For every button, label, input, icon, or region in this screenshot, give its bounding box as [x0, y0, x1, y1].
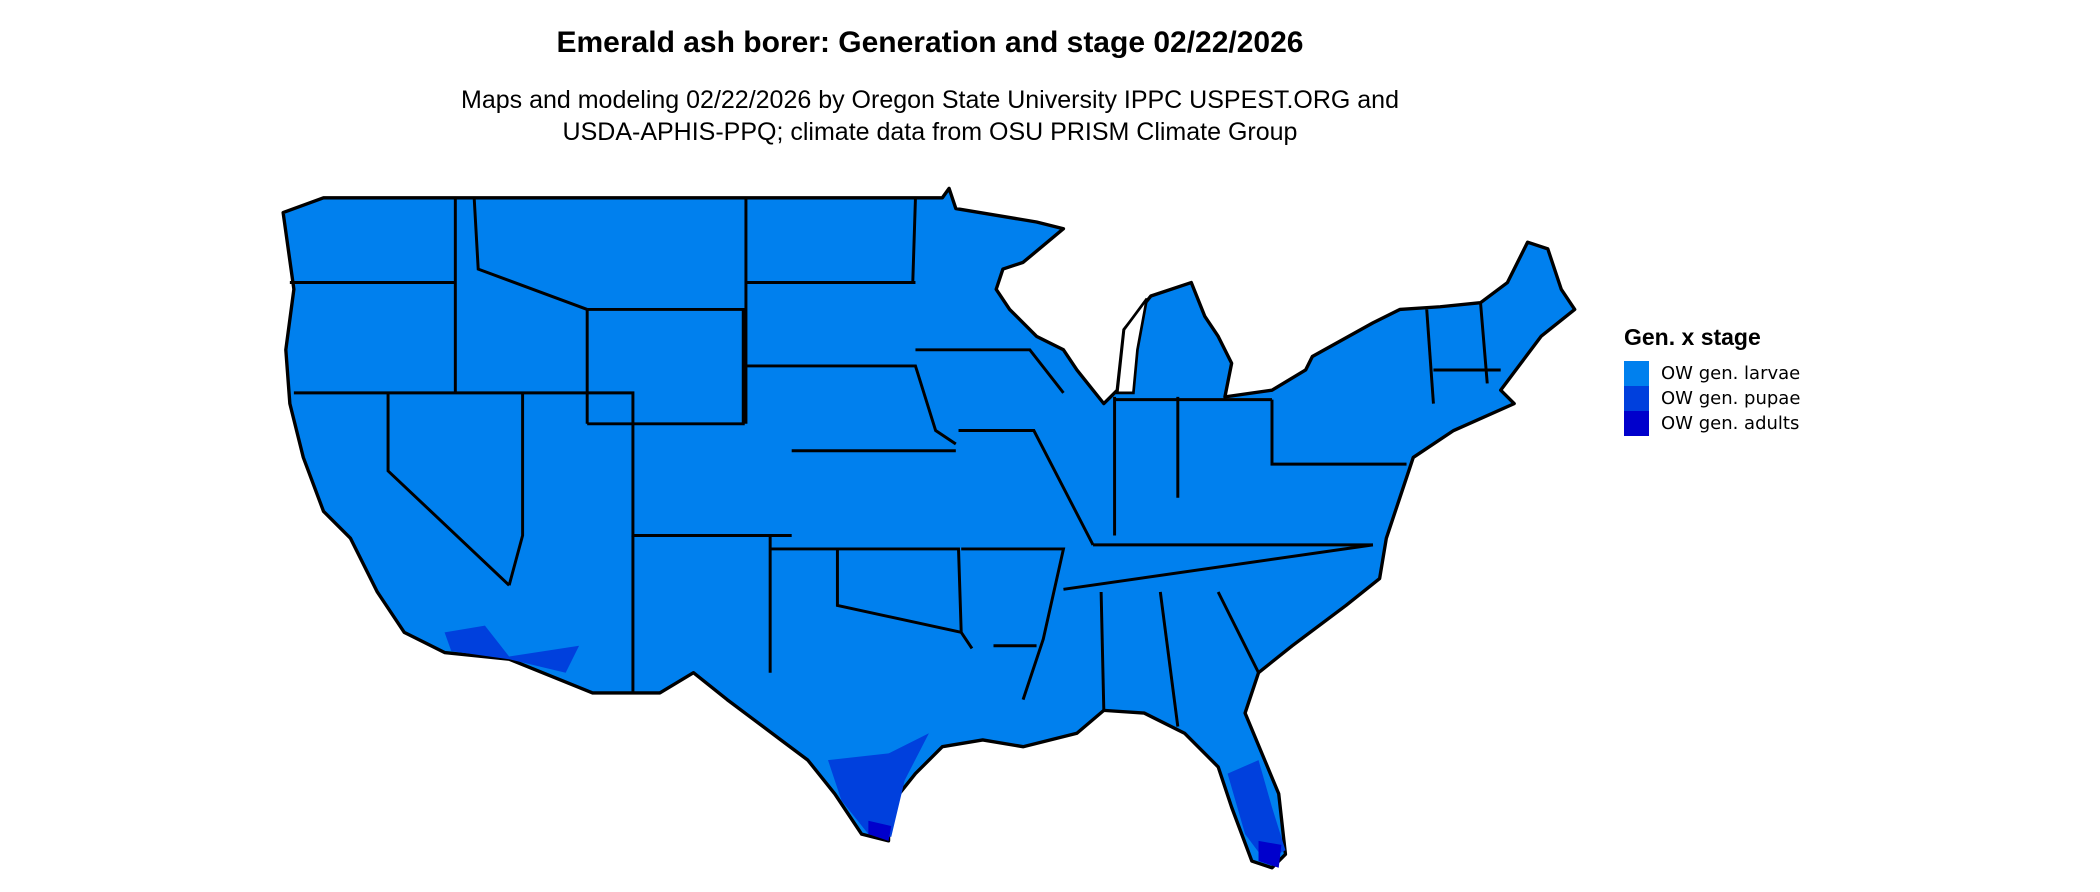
legend-label-pupae: OW gen. pupae	[1661, 388, 1801, 409]
adults-region-texas	[868, 820, 892, 841]
pupae-region-florida	[1227, 760, 1286, 862]
map-subtitle-line-2: USDA-APHIS-PPQ; climate data from OSU PR…	[562, 118, 1298, 146]
pupae-regions	[444, 625, 1286, 862]
state-borders	[289, 197, 1501, 727]
adults-regions	[868, 820, 1282, 868]
adults-region-florida	[1258, 840, 1282, 868]
legend: Gen. x stage OW gen. larvae OW gen. pupa…	[1624, 324, 1800, 436]
legend-swatch-adults	[1624, 411, 1649, 436]
us-outline	[281, 186, 1577, 870]
map-title: Emerald ash borer: Generation and stage …	[556, 26, 1304, 59]
legend-label-larvae: OW gen. larvae	[1661, 363, 1801, 384]
legend-item-larvae: OW gen. larvae	[1624, 361, 1800, 386]
lake-michigan	[1115, 297, 1149, 395]
pupae-region-texas	[828, 733, 929, 837]
pupae-region-southwest	[444, 625, 580, 673]
lakes	[1115, 297, 1149, 395]
legend-swatch-larvae	[1624, 361, 1649, 386]
contiguous-us-larvae-region	[281, 186, 1577, 870]
legend-title: Gen. x stage	[1624, 324, 1761, 350]
legend-item-pupae: OW gen. pupae	[1624, 386, 1800, 411]
legend-swatch-pupae	[1624, 386, 1649, 411]
map-subtitle-line-1: Maps and modeling 02/22/2026 by Oregon S…	[461, 86, 1399, 114]
legend-item-adults: OW gen. adults	[1624, 411, 1800, 436]
legend-label-adults: OW gen. adults	[1661, 413, 1800, 434]
